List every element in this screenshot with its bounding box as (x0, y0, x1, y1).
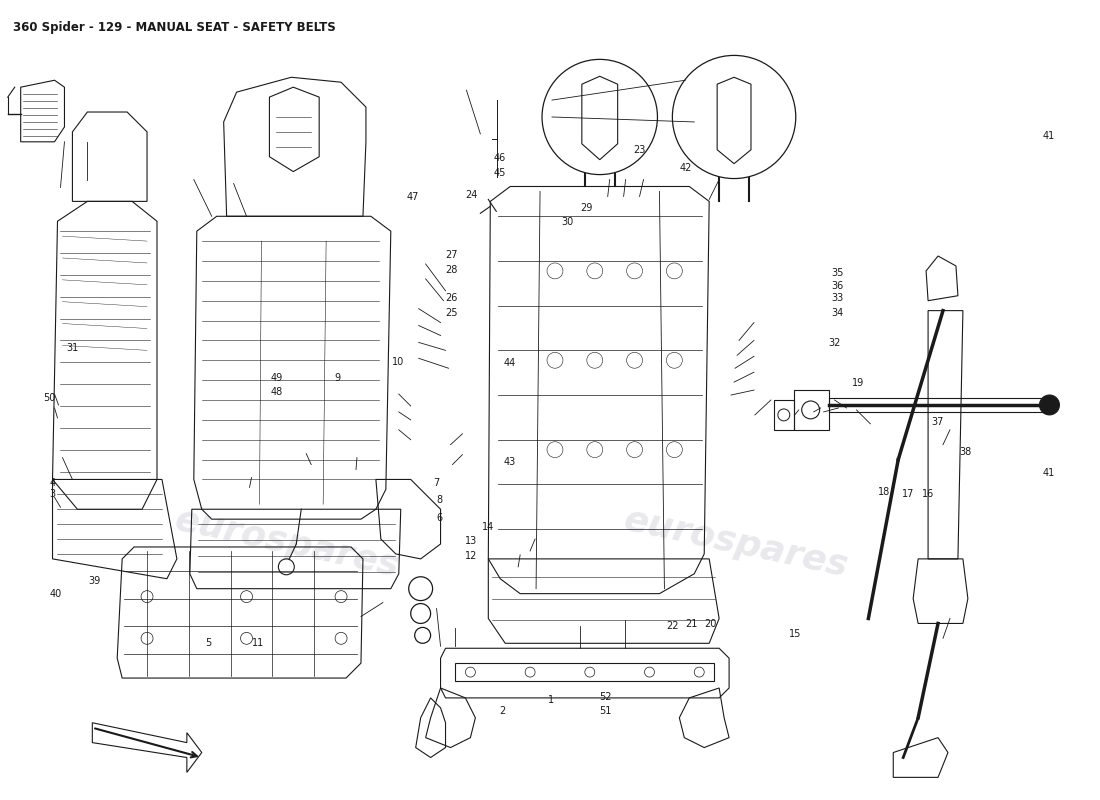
Text: 5: 5 (206, 638, 211, 648)
Text: 42: 42 (680, 163, 692, 173)
Text: 21: 21 (685, 619, 698, 629)
Text: 43: 43 (504, 457, 516, 467)
Text: 32: 32 (828, 338, 840, 348)
Text: 38: 38 (959, 447, 971, 458)
Text: 360 Spider - 129 - MANUAL SEAT - SAFETY BELTS: 360 Spider - 129 - MANUAL SEAT - SAFETY … (13, 21, 335, 34)
Text: 2: 2 (499, 706, 506, 717)
Text: 52: 52 (600, 692, 612, 702)
Text: 14: 14 (482, 522, 494, 532)
Text: 18: 18 (878, 487, 891, 497)
Text: 31: 31 (66, 342, 78, 353)
Text: 39: 39 (89, 576, 101, 586)
Text: 34: 34 (832, 308, 844, 318)
Text: 41: 41 (1043, 131, 1055, 142)
Text: 8: 8 (437, 495, 442, 505)
Text: 27: 27 (446, 250, 458, 261)
Text: 33: 33 (832, 294, 844, 303)
Text: 12: 12 (464, 550, 477, 561)
Text: 51: 51 (600, 706, 612, 717)
Text: 48: 48 (271, 387, 283, 397)
Text: 35: 35 (832, 268, 844, 278)
Text: 36: 36 (832, 281, 844, 290)
Text: eurospares: eurospares (620, 502, 851, 583)
Text: 17: 17 (902, 489, 915, 498)
Text: 4: 4 (50, 478, 55, 488)
Text: 22: 22 (666, 621, 679, 630)
Text: eurospares: eurospares (172, 502, 403, 583)
Text: 37: 37 (931, 418, 943, 427)
Text: 41: 41 (1043, 468, 1055, 478)
Text: 19: 19 (852, 378, 865, 387)
Text: 10: 10 (393, 357, 405, 367)
Text: 11: 11 (252, 638, 265, 648)
Text: 6: 6 (437, 513, 442, 522)
Text: 29: 29 (580, 202, 592, 213)
Text: 47: 47 (406, 192, 419, 202)
Text: 44: 44 (504, 358, 516, 369)
Text: 50: 50 (43, 394, 55, 403)
Text: 1: 1 (548, 695, 554, 706)
Text: 25: 25 (446, 308, 458, 318)
Text: 45: 45 (494, 168, 506, 178)
Text: 49: 49 (271, 373, 283, 382)
Text: 24: 24 (465, 190, 477, 200)
Text: 15: 15 (789, 629, 801, 638)
Text: 13: 13 (464, 537, 477, 546)
Text: 40: 40 (50, 589, 62, 599)
Text: 7: 7 (433, 478, 439, 488)
Text: 9: 9 (334, 373, 341, 382)
Circle shape (1040, 395, 1059, 415)
Text: 30: 30 (561, 217, 573, 227)
Text: 3: 3 (50, 489, 55, 498)
Text: 46: 46 (494, 154, 506, 163)
Text: 16: 16 (922, 489, 934, 498)
Text: 28: 28 (446, 265, 458, 274)
Text: 23: 23 (634, 145, 646, 154)
Text: 20: 20 (704, 619, 717, 629)
Text: 26: 26 (446, 294, 458, 303)
